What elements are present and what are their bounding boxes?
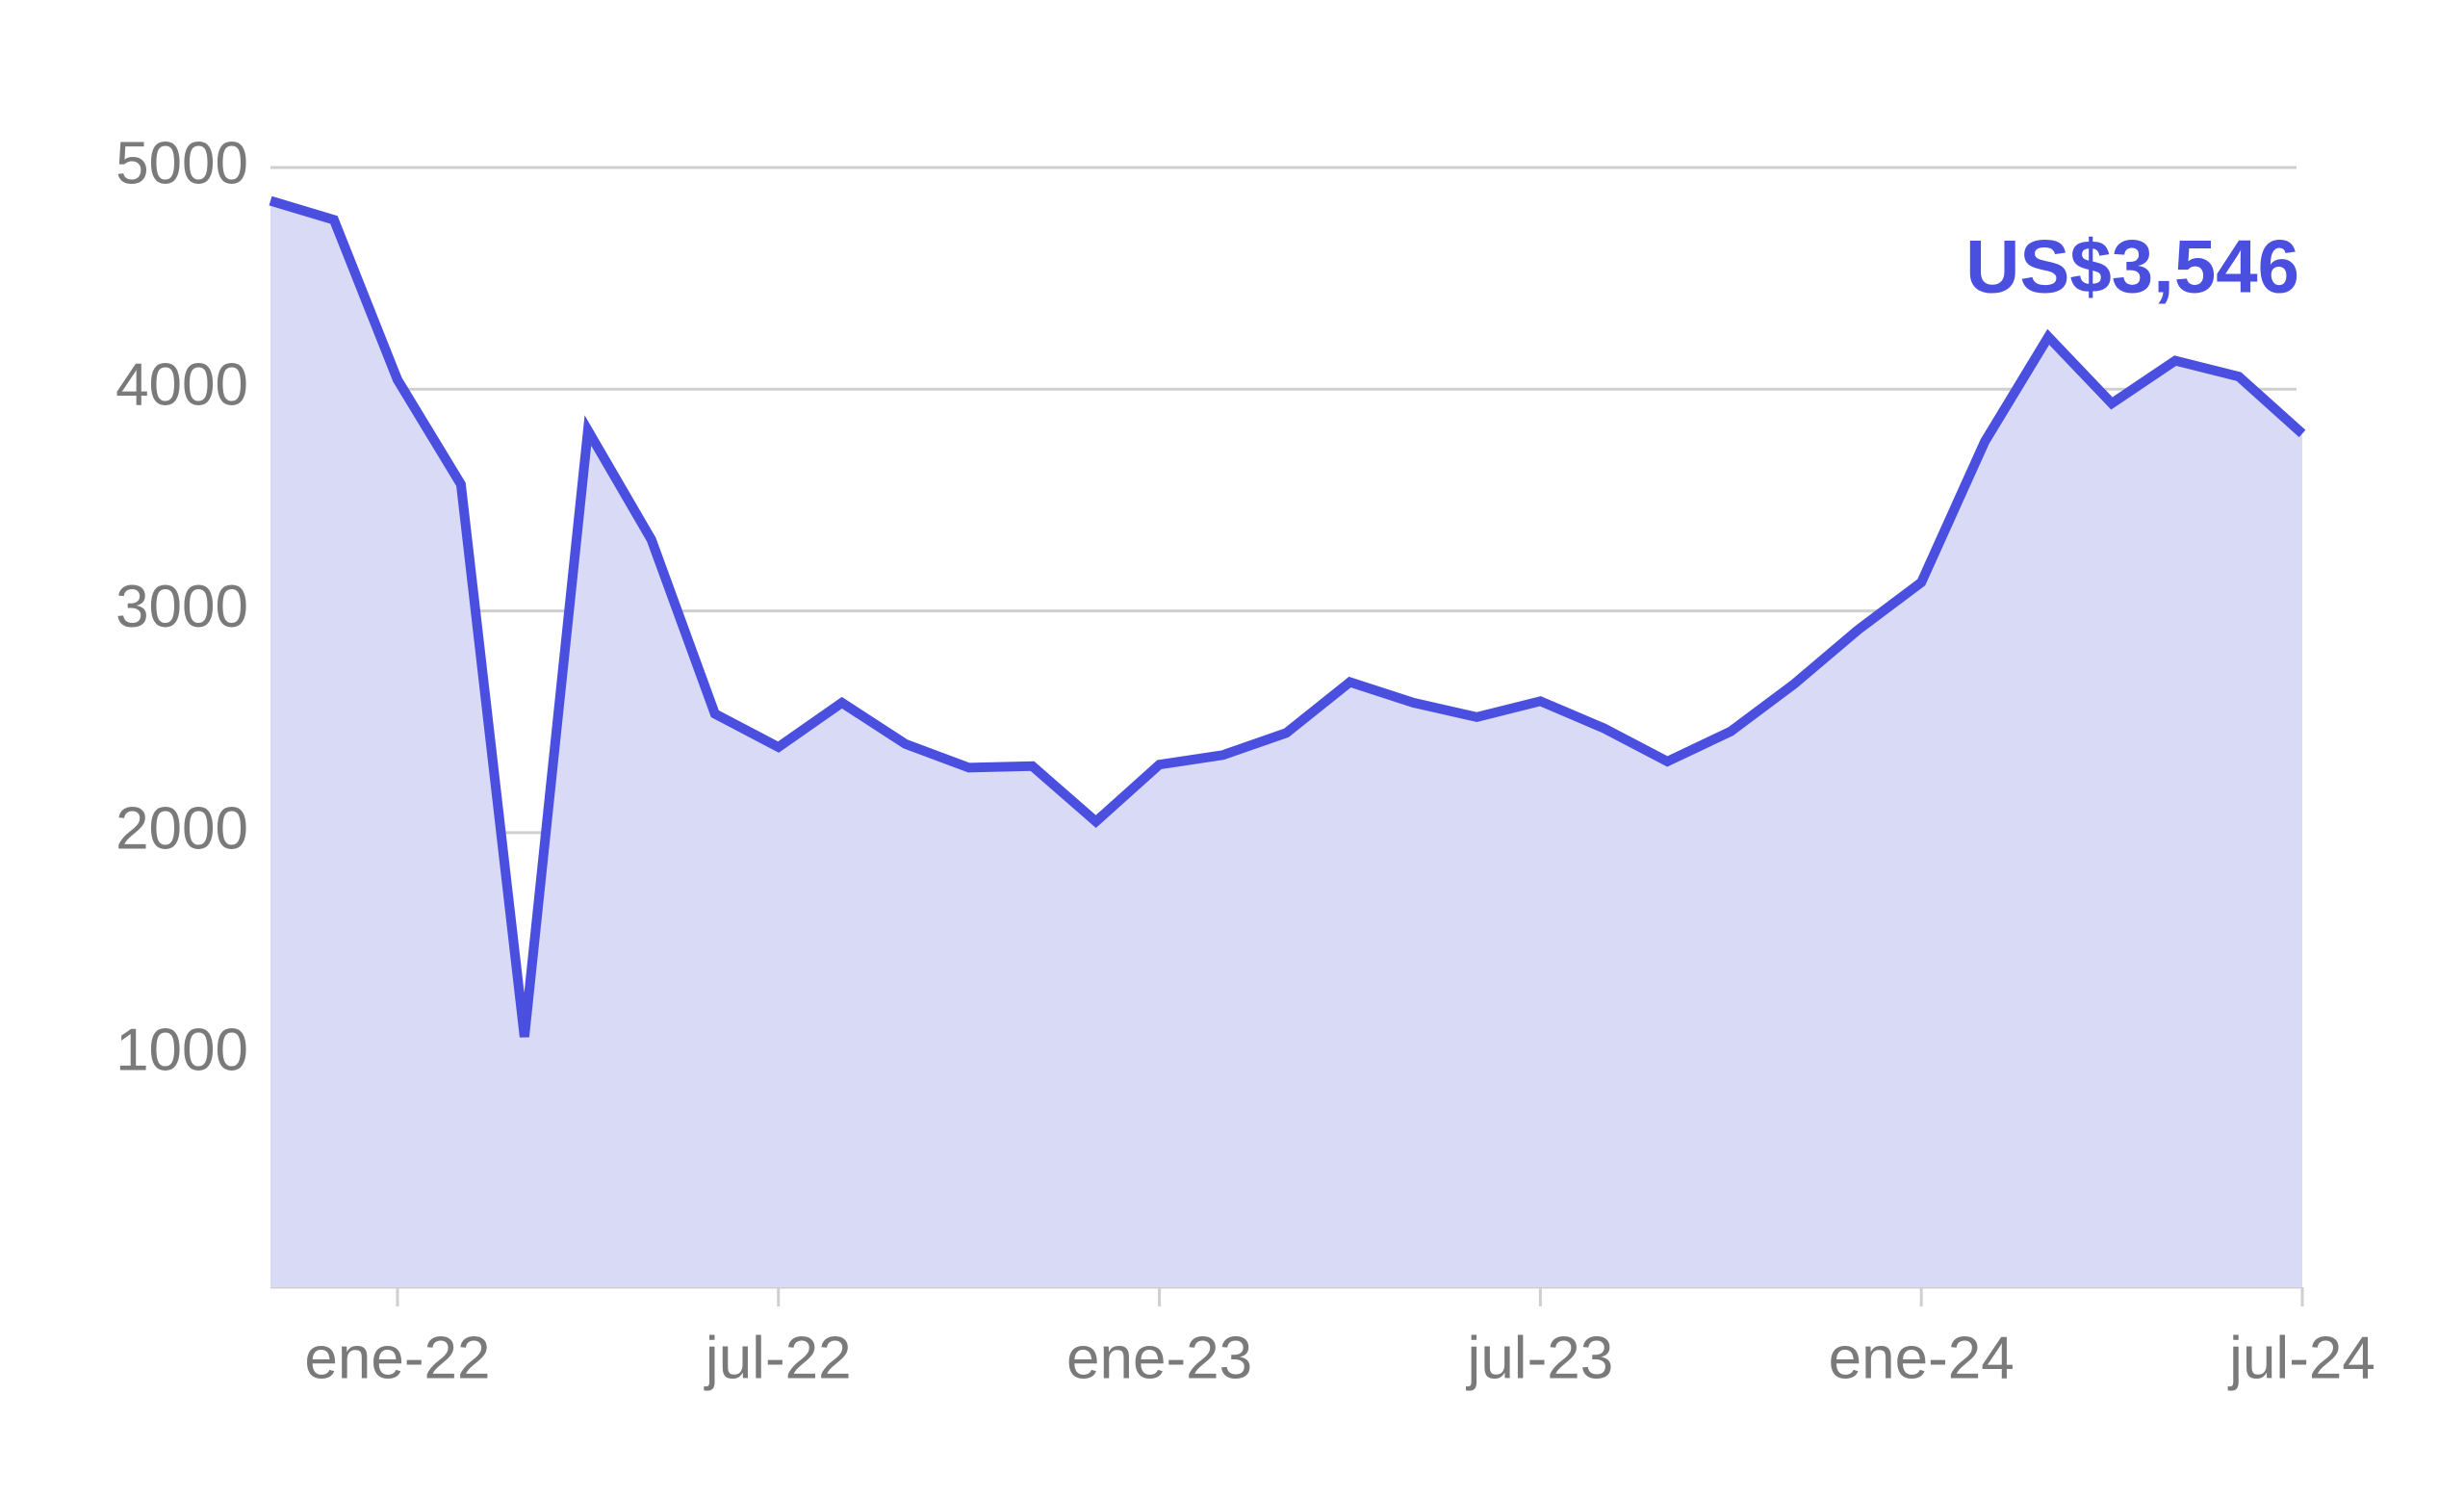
y-tick-label: 4000 xyxy=(116,352,248,419)
marks xyxy=(269,195,2306,1287)
area xyxy=(270,200,2302,1287)
x-tick-label: jul-24 xyxy=(2227,1325,2375,1391)
x-tick-label: jul-23 xyxy=(1466,1325,1614,1391)
annotation: US$3,546 xyxy=(1965,224,2299,309)
y-tick-label: 2000 xyxy=(116,795,248,862)
labels: 1000 2000 3000 4000 5000 ene-22 jul-22 ene-23 ju… xyxy=(116,130,2375,1391)
y-tick-label: 1000 xyxy=(116,1018,248,1084)
y-tick-label: 5000 xyxy=(116,130,248,196)
x-tick-label: ene-22 xyxy=(304,1325,490,1391)
x-tick-label: jul-22 xyxy=(704,1325,852,1391)
line xyxy=(269,195,2306,1038)
y-tick-label: 3000 xyxy=(116,574,248,640)
x-tick-label: ene-23 xyxy=(1066,1325,1252,1391)
x-tick-label: ene-24 xyxy=(1829,1325,2015,1391)
